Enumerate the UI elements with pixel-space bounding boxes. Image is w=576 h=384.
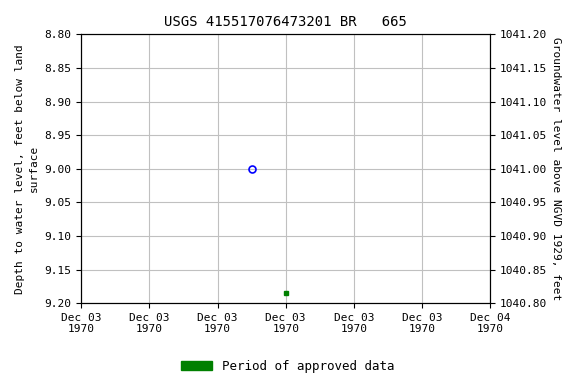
Title: USGS 415517076473201 BR   665: USGS 415517076473201 BR 665 <box>164 15 407 29</box>
Y-axis label: Groundwater level above NGVD 1929, feet: Groundwater level above NGVD 1929, feet <box>551 37 561 300</box>
Legend: Period of approved data: Period of approved data <box>176 355 400 378</box>
Y-axis label: Depth to water level, feet below land
surface: Depth to water level, feet below land su… <box>15 44 39 294</box>
